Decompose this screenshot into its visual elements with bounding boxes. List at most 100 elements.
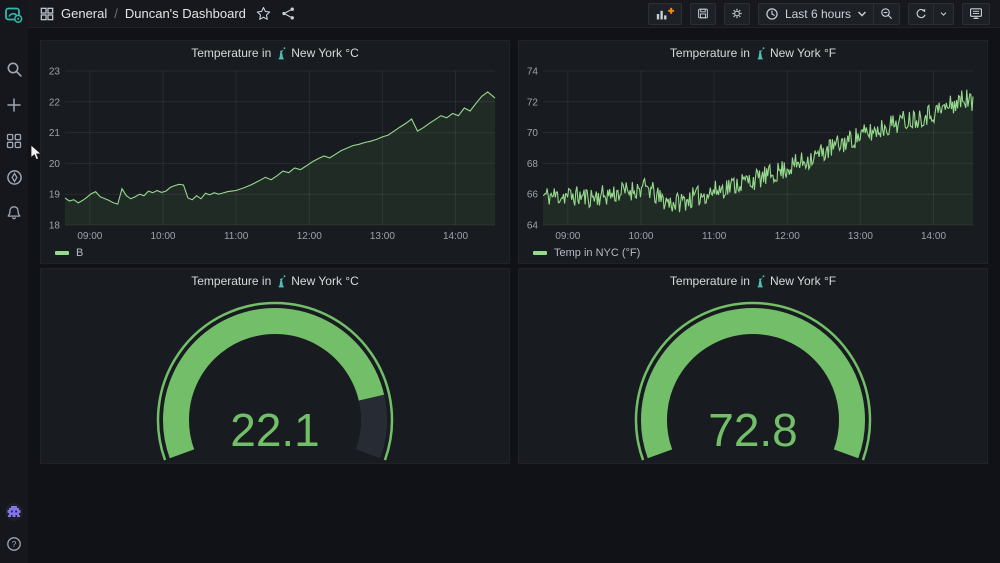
panel-title-text: New York °C	[291, 274, 359, 288]
x-tick-label: 09:00	[555, 231, 580, 242]
panel-title[interactable]: Temperature in New York °F	[519, 41, 987, 65]
panel-title[interactable]: Temperature in New York °C	[41, 41, 509, 65]
legend-item[interactable]: B	[41, 243, 509, 263]
explore-compass-icon	[6, 169, 23, 186]
y-tick-label: 23	[49, 67, 61, 78]
save-icon	[697, 6, 709, 21]
panel-temperature-f-graph: Temperature in New York °F 64 66 68 70 72 74 0…	[518, 40, 988, 264]
sidebar-item-search[interactable]	[3, 58, 25, 80]
panel-title-text: Temperature in	[191, 274, 271, 288]
apps-grid-icon	[40, 7, 54, 21]
navbar-actions: Last 6 hours	[648, 3, 990, 25]
alert-bell-icon	[6, 205, 22, 221]
plus-icon	[6, 97, 22, 113]
panel-title-text: New York °C	[291, 46, 359, 60]
y-tick-label: 74	[527, 67, 539, 78]
breadcrumb-separator: /	[114, 6, 118, 21]
chevron-down-icon	[857, 10, 867, 18]
kiosk-monitor-icon	[969, 6, 983, 21]
y-tick-label: 20	[49, 159, 61, 170]
sidebar-item-alerting[interactable]	[3, 202, 25, 224]
legend-label: B	[76, 247, 83, 259]
x-tick-label: 09:00	[77, 231, 102, 242]
zoom-out-icon	[880, 6, 893, 21]
panel-title-text: Temperature in	[670, 46, 750, 60]
x-tick-label: 13:00	[848, 231, 873, 242]
share-alt-icon	[281, 6, 296, 21]
panel-title-text: Temperature in	[191, 46, 271, 60]
x-tick-label: 14:00	[921, 231, 946, 242]
save-dashboard-button[interactable]	[690, 3, 716, 25]
x-tick-label: 10:00	[150, 231, 175, 242]
y-tick-label: 21	[49, 128, 61, 139]
gauge-value: 22.1	[230, 404, 320, 456]
y-tick-label: 66	[527, 190, 539, 201]
panel-title-text: New York °F	[770, 274, 836, 288]
statue-of-liberty-icon	[276, 47, 286, 60]
refresh-button[interactable]	[908, 3, 934, 25]
time-range-picker[interactable]: Last 6 hours	[758, 3, 874, 25]
y-tick-label: 19	[49, 190, 61, 201]
x-tick-label: 10:00	[628, 231, 653, 242]
star-dashboard-button[interactable]	[256, 6, 271, 21]
grafana-logo	[4, 5, 24, 25]
panel-temperature-c-graph: Temperature in New York °C 18 19 20 21 22 23 0…	[40, 40, 510, 264]
series-area-fill	[65, 92, 495, 225]
sidebar-item-dashboards[interactable]	[3, 130, 25, 152]
breadcrumb-folder[interactable]: General	[61, 6, 107, 21]
sidebar-item-explore[interactable]	[3, 166, 25, 188]
top-navbar: General / Duncan's Dashboard	[28, 0, 1000, 28]
search-icon	[6, 61, 23, 78]
x-tick-label: 14:00	[443, 231, 468, 242]
svg-text:?: ?	[12, 539, 17, 549]
refresh-interval-dropdown[interactable]	[934, 3, 954, 25]
kiosk-mode-button[interactable]	[962, 3, 990, 25]
statue-of-liberty-icon	[755, 275, 765, 288]
y-tick-label: 18	[49, 221, 61, 232]
y-tick-label: 70	[527, 128, 539, 139]
statue-of-liberty-icon	[755, 47, 765, 60]
legend-item[interactable]: Temp in NYC (°F)	[519, 243, 987, 263]
legend-label: Temp in NYC (°F)	[554, 247, 640, 259]
refresh-icon	[915, 6, 927, 21]
zoom-out-time-button[interactable]	[874, 3, 900, 25]
clock-icon	[765, 7, 779, 21]
share-dashboard-button[interactable]	[281, 6, 296, 21]
y-tick-label: 68	[527, 159, 539, 170]
grafana-app: ? General / Duncan's Dashboard	[0, 0, 1000, 563]
sidebar-item-create[interactable]	[3, 94, 25, 116]
gauge-visualization: 22.1	[41, 293, 509, 463]
chevron-down-icon	[940, 10, 947, 18]
add-panel-icon	[655, 6, 675, 22]
time-series-plot[interactable]: 18192021222309:0010:0011:0012:0013:0014:…	[41, 65, 509, 243]
y-tick-label: 72	[527, 97, 539, 108]
dashboard-settings-button[interactable]	[724, 3, 750, 25]
help-circle-icon: ?	[6, 536, 22, 552]
add-panel-button[interactable]	[648, 3, 682, 25]
user-avatar[interactable]	[3, 501, 25, 523]
x-tick-label: 12:00	[297, 231, 322, 242]
star-icon	[256, 6, 271, 21]
legend-color-swatch	[533, 251, 547, 255]
y-tick-label: 22	[49, 97, 61, 108]
dashboards-grid-icon	[6, 133, 22, 149]
refresh-controls	[908, 3, 954, 25]
x-tick-label: 11:00	[702, 231, 727, 242]
sidebar-menu	[3, 58, 25, 224]
time-series-plot[interactable]: 64666870727409:0010:0011:0012:0013:0014:…	[519, 65, 987, 243]
gauge-visualization: 72.8	[519, 293, 987, 463]
breadcrumb-dashboard-title[interactable]: Duncan's Dashboard	[125, 6, 246, 21]
panel-title[interactable]: Temperature in New York °F	[519, 269, 987, 293]
x-tick-label: 13:00	[370, 231, 395, 242]
y-tick-label: 64	[527, 221, 539, 232]
panel-title[interactable]: Temperature in New York °C	[41, 269, 509, 293]
user-avatar-icon	[5, 503, 23, 521]
panel-title-text: New York °F	[770, 46, 836, 60]
panel-temperature-c-gauge: Temperature in New York °C 22.1	[40, 268, 510, 464]
time-range-label: Last 6 hours	[785, 7, 851, 21]
sidebar-item-help[interactable]: ?	[3, 533, 25, 555]
legend-color-swatch	[55, 251, 69, 255]
sidebar-bottom: ?	[3, 501, 25, 555]
sidebar: ?	[0, 0, 28, 563]
grafana-logo-icon[interactable]	[3, 4, 25, 26]
